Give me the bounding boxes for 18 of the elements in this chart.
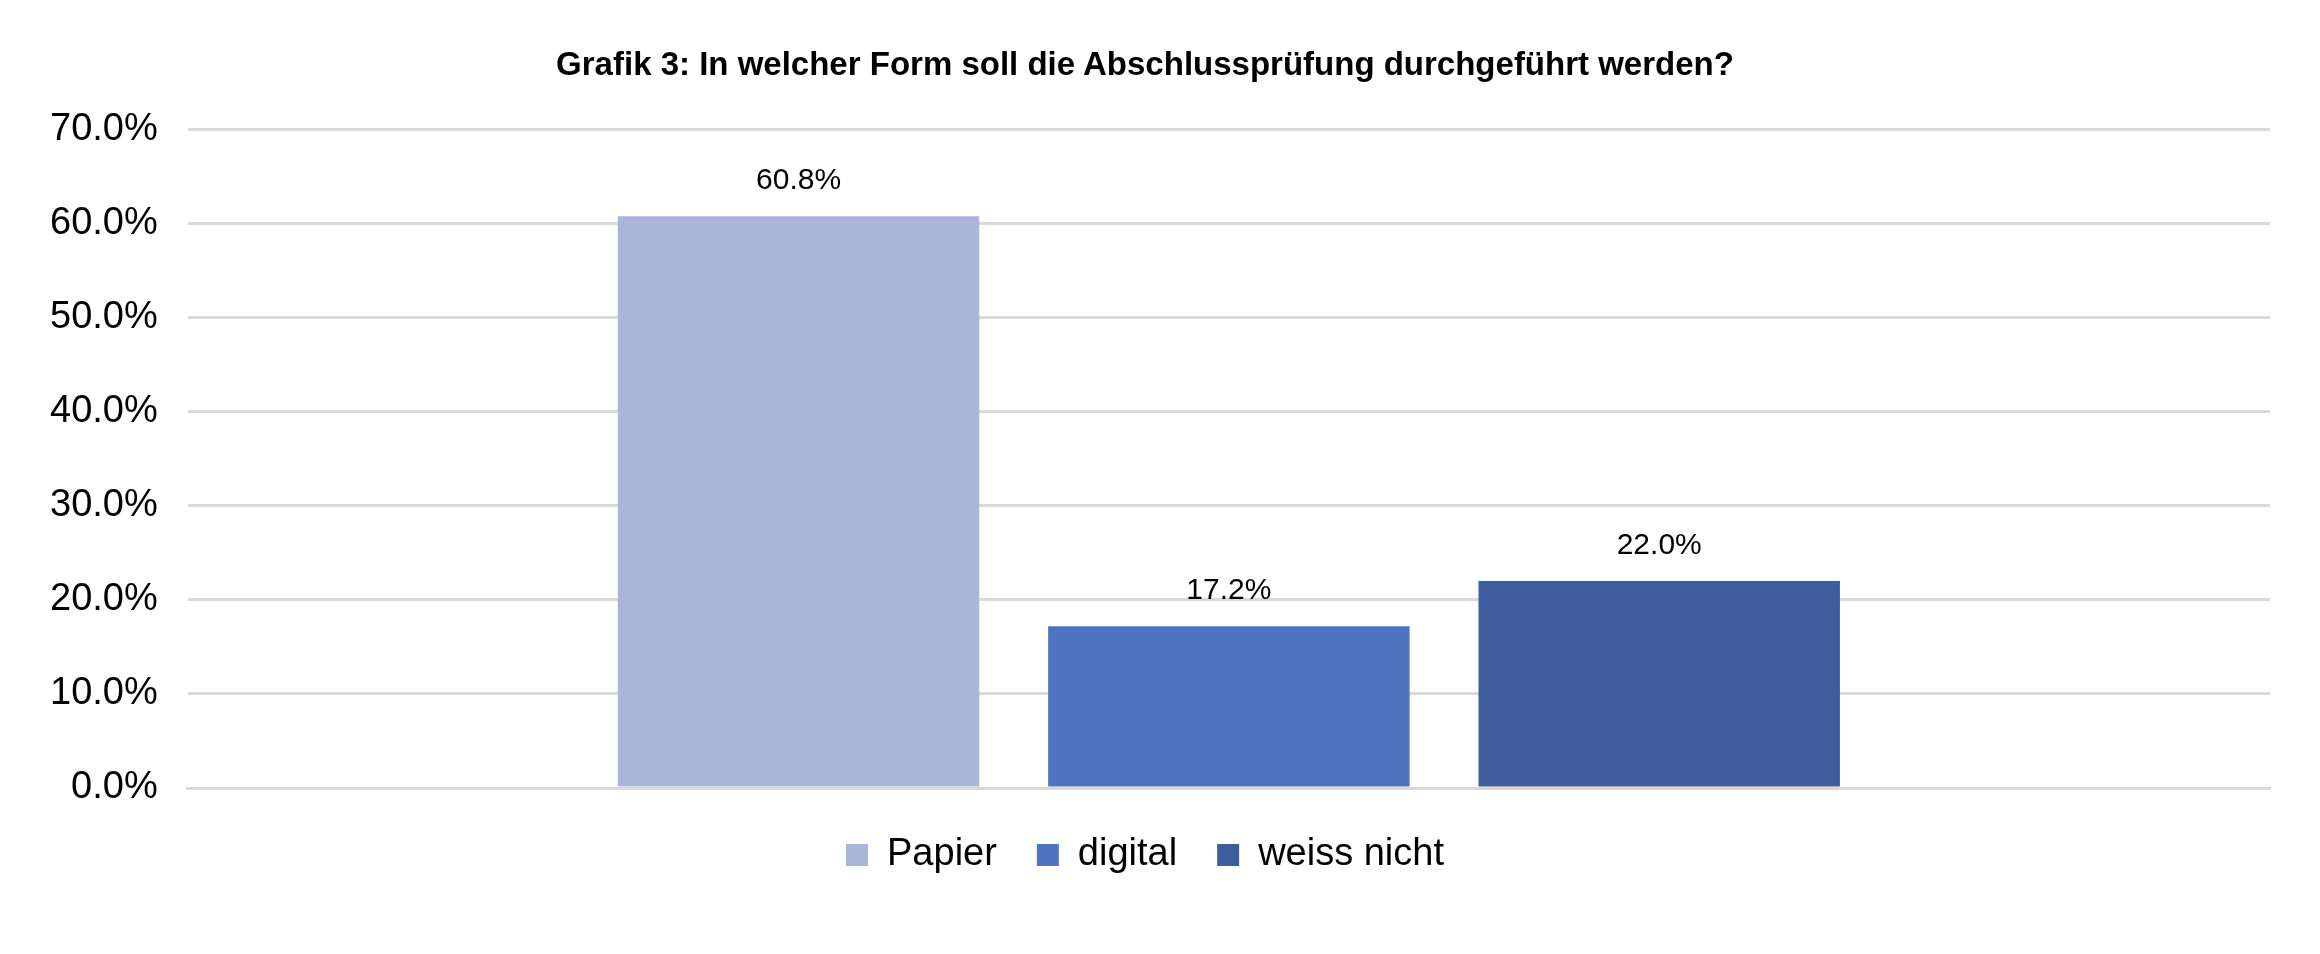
legend-label: Papier	[887, 831, 998, 874]
chart-title: Grafik 3: In welcher Form soll die Abschlussprüfung durchgeführt werden?	[556, 44, 1734, 82]
y-tick-label: 20.0%	[50, 576, 158, 619]
y-tick-label: 50.0%	[50, 294, 158, 337]
y-tick-label: 70.0%	[50, 106, 158, 149]
data-label: 17.2%	[1186, 572, 1272, 606]
y-tick-label: 10.0%	[50, 670, 158, 713]
y-tick-label: 0.0%	[71, 764, 158, 807]
legend-label: weiss nicht	[1257, 831, 1445, 874]
y-tick-label: 60.0%	[50, 200, 158, 243]
data-label: 22.0%	[1616, 527, 1702, 561]
bar	[1048, 626, 1410, 787]
legend-label: digital	[1077, 831, 1178, 874]
bar	[1478, 581, 1840, 787]
y-tick-label: 30.0%	[50, 482, 158, 525]
data-label: 60.8%	[756, 162, 842, 196]
bar	[617, 216, 980, 787]
y-tick-label: 40.0%	[50, 388, 158, 431]
